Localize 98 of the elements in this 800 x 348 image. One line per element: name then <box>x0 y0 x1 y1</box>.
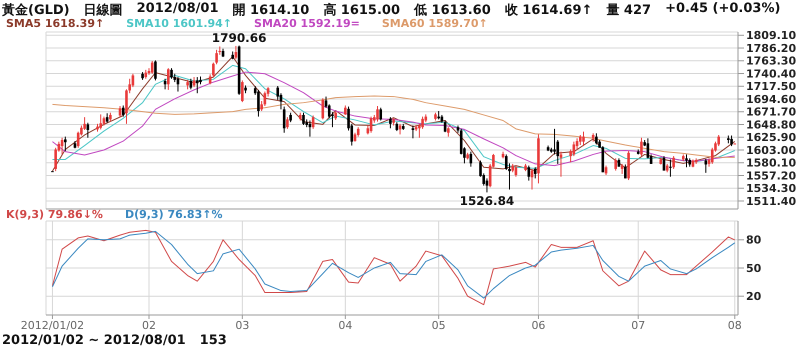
x-tick-label: 08 <box>728 318 742 332</box>
line-series <box>52 96 736 158</box>
candlestick <box>662 156 666 172</box>
candlestick <box>620 163 624 174</box>
y-tick-label: 1557.20 <box>746 169 796 182</box>
x-tick-label: 02 <box>142 318 156 332</box>
text: SMA5 1618.39↑ <box>6 17 104 30</box>
y-tick-label: 1809.10 <box>746 29 796 42</box>
candlestick <box>578 134 582 146</box>
x-tick-label: 2012/01/02 <box>20 318 84 332</box>
text: 低 1613.60 <box>414 2 491 18</box>
y-tick-label: 1511.40 <box>746 194 796 208</box>
text: 2012/08/01 <box>136 1 218 16</box>
candlestick <box>302 112 305 126</box>
candlestick <box>150 60 154 74</box>
candlestick <box>322 98 324 120</box>
candlestick <box>282 106 286 134</box>
candlestick <box>241 80 244 103</box>
y-tick-label: 1740.40 <box>746 67 796 80</box>
y-tick-label: 1786.20 <box>746 42 796 55</box>
candlestick <box>560 151 562 178</box>
candlestick <box>376 106 379 122</box>
y-tick-label: 1694.60 <box>746 92 796 106</box>
text: SMA20 1592.19= <box>254 17 360 30</box>
y-tick-label: 50 <box>746 262 762 275</box>
candlestick <box>704 158 708 174</box>
candlestick <box>730 135 733 147</box>
candlestick <box>289 112 292 123</box>
text: 2012/01/02 ~ 2012/08/01 <box>2 333 186 348</box>
candlestick <box>164 78 166 90</box>
text: +0.45 (+0.03%) <box>665 1 780 18</box>
y-tick-label: 1671.70 <box>746 106 796 119</box>
candlestick <box>60 137 64 155</box>
candlestick <box>192 76 196 88</box>
y-tick-label: 1763.30 <box>746 54 796 68</box>
series-label: K(9,3) 79.86↓% <box>6 208 103 221</box>
y-tick-label: 1534.30 <box>746 182 796 196</box>
candlestick <box>186 79 189 90</box>
candlestick <box>389 116 392 129</box>
x-tick-label: 05 <box>432 318 446 332</box>
text: 153 <box>200 333 227 348</box>
chart-title: 黃金(GLD) <box>2 2 70 18</box>
candlestick <box>176 76 180 92</box>
candlestick <box>534 166 537 179</box>
text: 收 1614.69↑ <box>504 2 592 19</box>
candlestick <box>344 104 347 116</box>
candlestick <box>154 60 157 81</box>
candlestick <box>86 122 90 138</box>
y-tick-label: 1717.50 <box>746 80 796 94</box>
y-tick-label: 1625.90 <box>746 131 796 144</box>
candlestick <box>672 156 675 170</box>
text: 開 1614.10 <box>232 2 310 18</box>
candlestick <box>167 68 170 90</box>
y-tick-label: 80 <box>746 234 762 247</box>
candlestick <box>379 107 382 121</box>
text: SMA60 1589.70↑ <box>382 17 488 30</box>
y-tick-label: 1580.10 <box>746 156 796 170</box>
candlestick <box>624 164 627 179</box>
x-tick-label: 06 <box>531 318 546 332</box>
candlestick <box>595 132 598 145</box>
y-tick-label: 20 <box>746 290 762 304</box>
candlestick <box>640 137 643 157</box>
candlestick <box>669 158 672 178</box>
text: 日線圖 <box>84 2 123 18</box>
candlestick <box>553 128 556 155</box>
candlestick <box>190 78 192 90</box>
candlestick <box>527 165 530 182</box>
candlestick <box>685 154 688 168</box>
annotation: 1790.66 <box>212 30 266 45</box>
candlestick <box>398 123 402 135</box>
candlestick <box>614 158 617 172</box>
text: 高 1615.00 <box>323 2 400 18</box>
text: 量 427 <box>606 2 652 19</box>
candlestick <box>264 91 266 107</box>
candlestick <box>356 126 360 138</box>
candlestick <box>257 89 260 118</box>
candlestick <box>486 178 488 193</box>
candlestick <box>604 165 608 176</box>
candlestick <box>234 45 238 60</box>
candlestick <box>122 104 125 118</box>
candlestick <box>514 165 518 178</box>
candlestick <box>370 116 372 134</box>
x-tick-label: 03 <box>235 318 250 332</box>
series-label: D(9,3) 76.83↑% <box>124 208 222 221</box>
y-tick-label: 1648.80 <box>746 118 796 132</box>
y-tick-label: 1603.00 <box>746 144 796 157</box>
candlestick <box>170 68 173 80</box>
candlestick <box>582 131 585 147</box>
annotation: 1526.84 <box>460 194 514 208</box>
text: SMA10 1601.94↑ <box>126 17 232 30</box>
x-tick-label: 07 <box>631 318 646 332</box>
candlestick <box>106 112 108 124</box>
candlestick <box>118 106 122 118</box>
x-tick-label: 04 <box>338 318 352 332</box>
candlestick <box>470 151 472 168</box>
candlestick <box>286 116 289 130</box>
candlestick <box>530 168 534 190</box>
candlestick <box>312 114 314 130</box>
